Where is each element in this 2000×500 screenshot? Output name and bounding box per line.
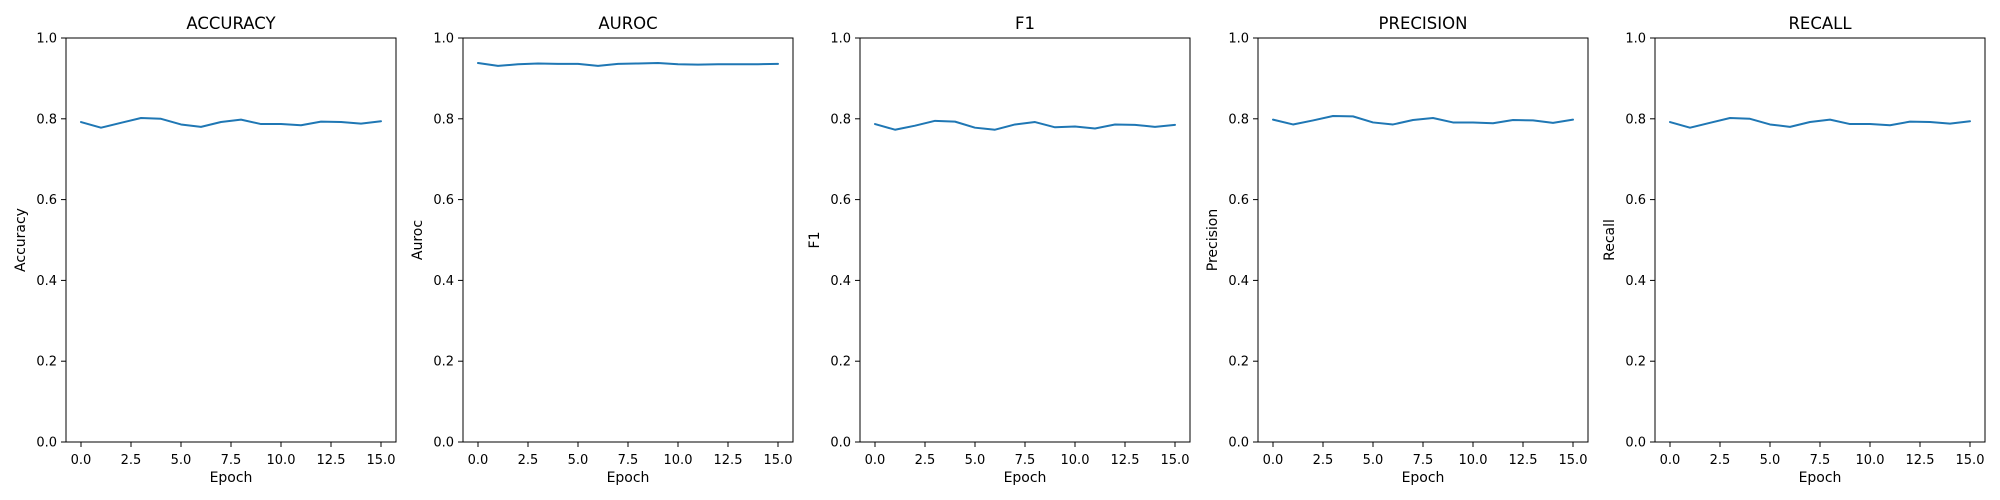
x-tick-label-precision-6: 15.0 [1559,453,1588,468]
y-tick-label-recall-2: 0.4 [1625,274,1646,289]
y-axis-label-accuracy: Accuracy [13,208,29,272]
y-tick-label-recall-1: 0.2 [1625,355,1646,370]
x-tick-label-f1-2: 5.0 [965,453,986,468]
y-tick-label-accuracy-4: 0.8 [36,112,57,127]
x-tick-label-recall-0: 0.0 [1660,453,1681,468]
series-line-f1 [874,119,1176,131]
chart-panel-auroc: 0.0 2.5 5.0 7.5 10.0 12.5 15.0 0.0 0.2 0.4 0.6 0.8 1… [410,14,794,486]
y-tick-label-f1-0: 0.0 [830,436,851,451]
x-tick-label-recall-4: 10.0 [1856,453,1885,468]
y-tick-label-precision-0: 0.0 [1228,436,1249,451]
x-tick-label-precision-5: 12.5 [1509,453,1538,468]
x-tick-label-auroc-2: 5.0 [568,453,589,468]
x-tick-label-accuracy-0: 0.0 [71,453,92,468]
plot-frame-f1 [859,37,1191,443]
x-axis-label-precision: Epoch [1402,470,1445,486]
x-tick-label-precision-3: 7.5 [1413,453,1434,468]
series-line-precision [1272,114,1574,126]
series-line-recall [1669,116,1971,129]
chart-panel-accuracy: 0.0 2.5 5.0 7.5 10.0 12.5 15.0 0.0 0.2 0.4 0.6 0.8 1… [13,14,397,486]
y-tick-label-auroc-2: 0.4 [433,274,454,289]
y-tick-label-auroc-4: 0.8 [433,112,454,127]
chart-title-precision: PRECISION [1379,14,1468,33]
plot-frame-precision [1257,37,1589,443]
x-tick-label-accuracy-3: 7.5 [221,453,242,468]
x-tick-label-auroc-1: 2.5 [518,453,539,468]
y-tick-label-precision-3: 0.6 [1228,193,1249,208]
x-tick-label-precision-2: 5.0 [1363,453,1384,468]
x-axis-label-recall: Epoch [1799,470,1842,486]
x-tick-label-f1-3: 7.5 [1015,453,1036,468]
y-tick-label-precision-1: 0.2 [1228,355,1249,370]
y-tick-label-recall-4: 0.8 [1625,112,1646,127]
x-axis-label-accuracy: Epoch [210,470,253,486]
x-tick-label-f1-1: 2.5 [915,453,936,468]
x-tick-label-accuracy-2: 5.0 [171,453,192,468]
x-tick-label-recall-5: 12.5 [1906,453,1935,468]
y-tick-label-f1-5: 1.0 [830,32,851,47]
plot-frame-accuracy [65,37,397,443]
y-tick-label-accuracy-0: 0.0 [36,436,57,451]
x-tick-label-auroc-6: 15.0 [764,453,793,468]
chart-title-accuracy: ACCURACY [186,14,276,33]
y-tick-label-f1-2: 0.4 [830,274,851,289]
x-tick-label-accuracy-5: 12.5 [317,453,346,468]
y-tick-label-f1-4: 0.8 [830,112,851,127]
y-axis-label-f1: F1 [807,232,823,249]
y-tick-label-recall-0: 0.0 [1625,436,1646,451]
y-tick-label-auroc-1: 0.2 [433,355,454,370]
x-tick-label-f1-6: 15.0 [1161,453,1190,468]
x-tick-label-f1-5: 12.5 [1111,453,1140,468]
y-tick-label-precision-4: 0.8 [1228,112,1249,127]
x-tick-label-auroc-0: 0.0 [468,453,489,468]
x-tick-label-auroc-5: 12.5 [714,453,743,468]
x-tick-label-precision-0: 0.0 [1263,453,1284,468]
y-axis-label-recall: Recall [1602,219,1618,261]
y-tick-label-auroc-3: 0.6 [433,193,454,208]
y-tick-label-precision-2: 0.4 [1228,274,1249,289]
plot-frame-recall [1654,37,1986,443]
x-tick-label-accuracy-6: 15.0 [367,453,396,468]
x-tick-label-recall-3: 7.5 [1810,453,1831,468]
y-tick-label-auroc-5: 1.0 [433,32,454,47]
chart-panel-recall: 0.0 2.5 5.0 7.5 10.0 12.5 15.0 0.0 0.2 0.4 0.6 0.8 1… [1602,14,1986,486]
chart-panel-f1: 0.0 2.5 5.0 7.5 10.0 12.5 15.0 0.0 0.2 0.4 0.6 0.8 1… [807,14,1191,486]
y-tick-label-accuracy-2: 0.4 [36,274,57,289]
y-tick-label-f1-3: 0.6 [830,193,851,208]
x-axis-label-auroc: Epoch [607,470,650,486]
x-tick-label-accuracy-1: 2.5 [121,453,142,468]
chart-title-auroc: AUROC [598,14,657,33]
chart-title-recall: RECALL [1788,14,1852,33]
x-tick-label-auroc-4: 10.0 [664,453,693,468]
plot-frame-auroc [462,37,794,443]
x-tick-label-precision-1: 2.5 [1313,453,1334,468]
y-tick-label-accuracy-3: 0.6 [36,193,57,208]
y-tick-label-accuracy-5: 1.0 [36,32,57,47]
x-axis-label-f1: Epoch [1004,470,1047,486]
series-line-auroc [477,62,779,67]
y-tick-label-auroc-0: 0.0 [433,436,454,451]
y-tick-label-recall-3: 0.6 [1625,193,1646,208]
y-tick-label-f1-1: 0.2 [830,355,851,370]
x-tick-label-f1-0: 0.0 [865,453,886,468]
x-tick-label-recall-6: 15.0 [1956,453,1985,468]
y-axis-label-precision: Precision [1205,209,1221,271]
y-tick-label-precision-5: 1.0 [1228,32,1249,47]
chart-title-f1: F1 [1015,14,1035,33]
y-axis-label-auroc: Auroc [410,220,426,260]
x-tick-label-recall-2: 5.0 [1760,453,1781,468]
y-tick-label-accuracy-1: 0.2 [36,355,57,370]
series-line-accuracy [80,116,382,129]
x-tick-label-auroc-3: 7.5 [618,453,639,468]
x-tick-label-precision-4: 10.0 [1459,453,1488,468]
y-tick-label-recall-5: 1.0 [1625,32,1646,47]
x-tick-label-recall-1: 2.5 [1710,453,1731,468]
x-tick-label-accuracy-4: 10.0 [267,453,296,468]
x-tick-label-f1-4: 10.0 [1061,453,1090,468]
chart-panel-precision: 0.0 2.5 5.0 7.5 10.0 12.5 15.0 0.0 0.2 0.4 0.6 0.8 1… [1205,14,1589,486]
